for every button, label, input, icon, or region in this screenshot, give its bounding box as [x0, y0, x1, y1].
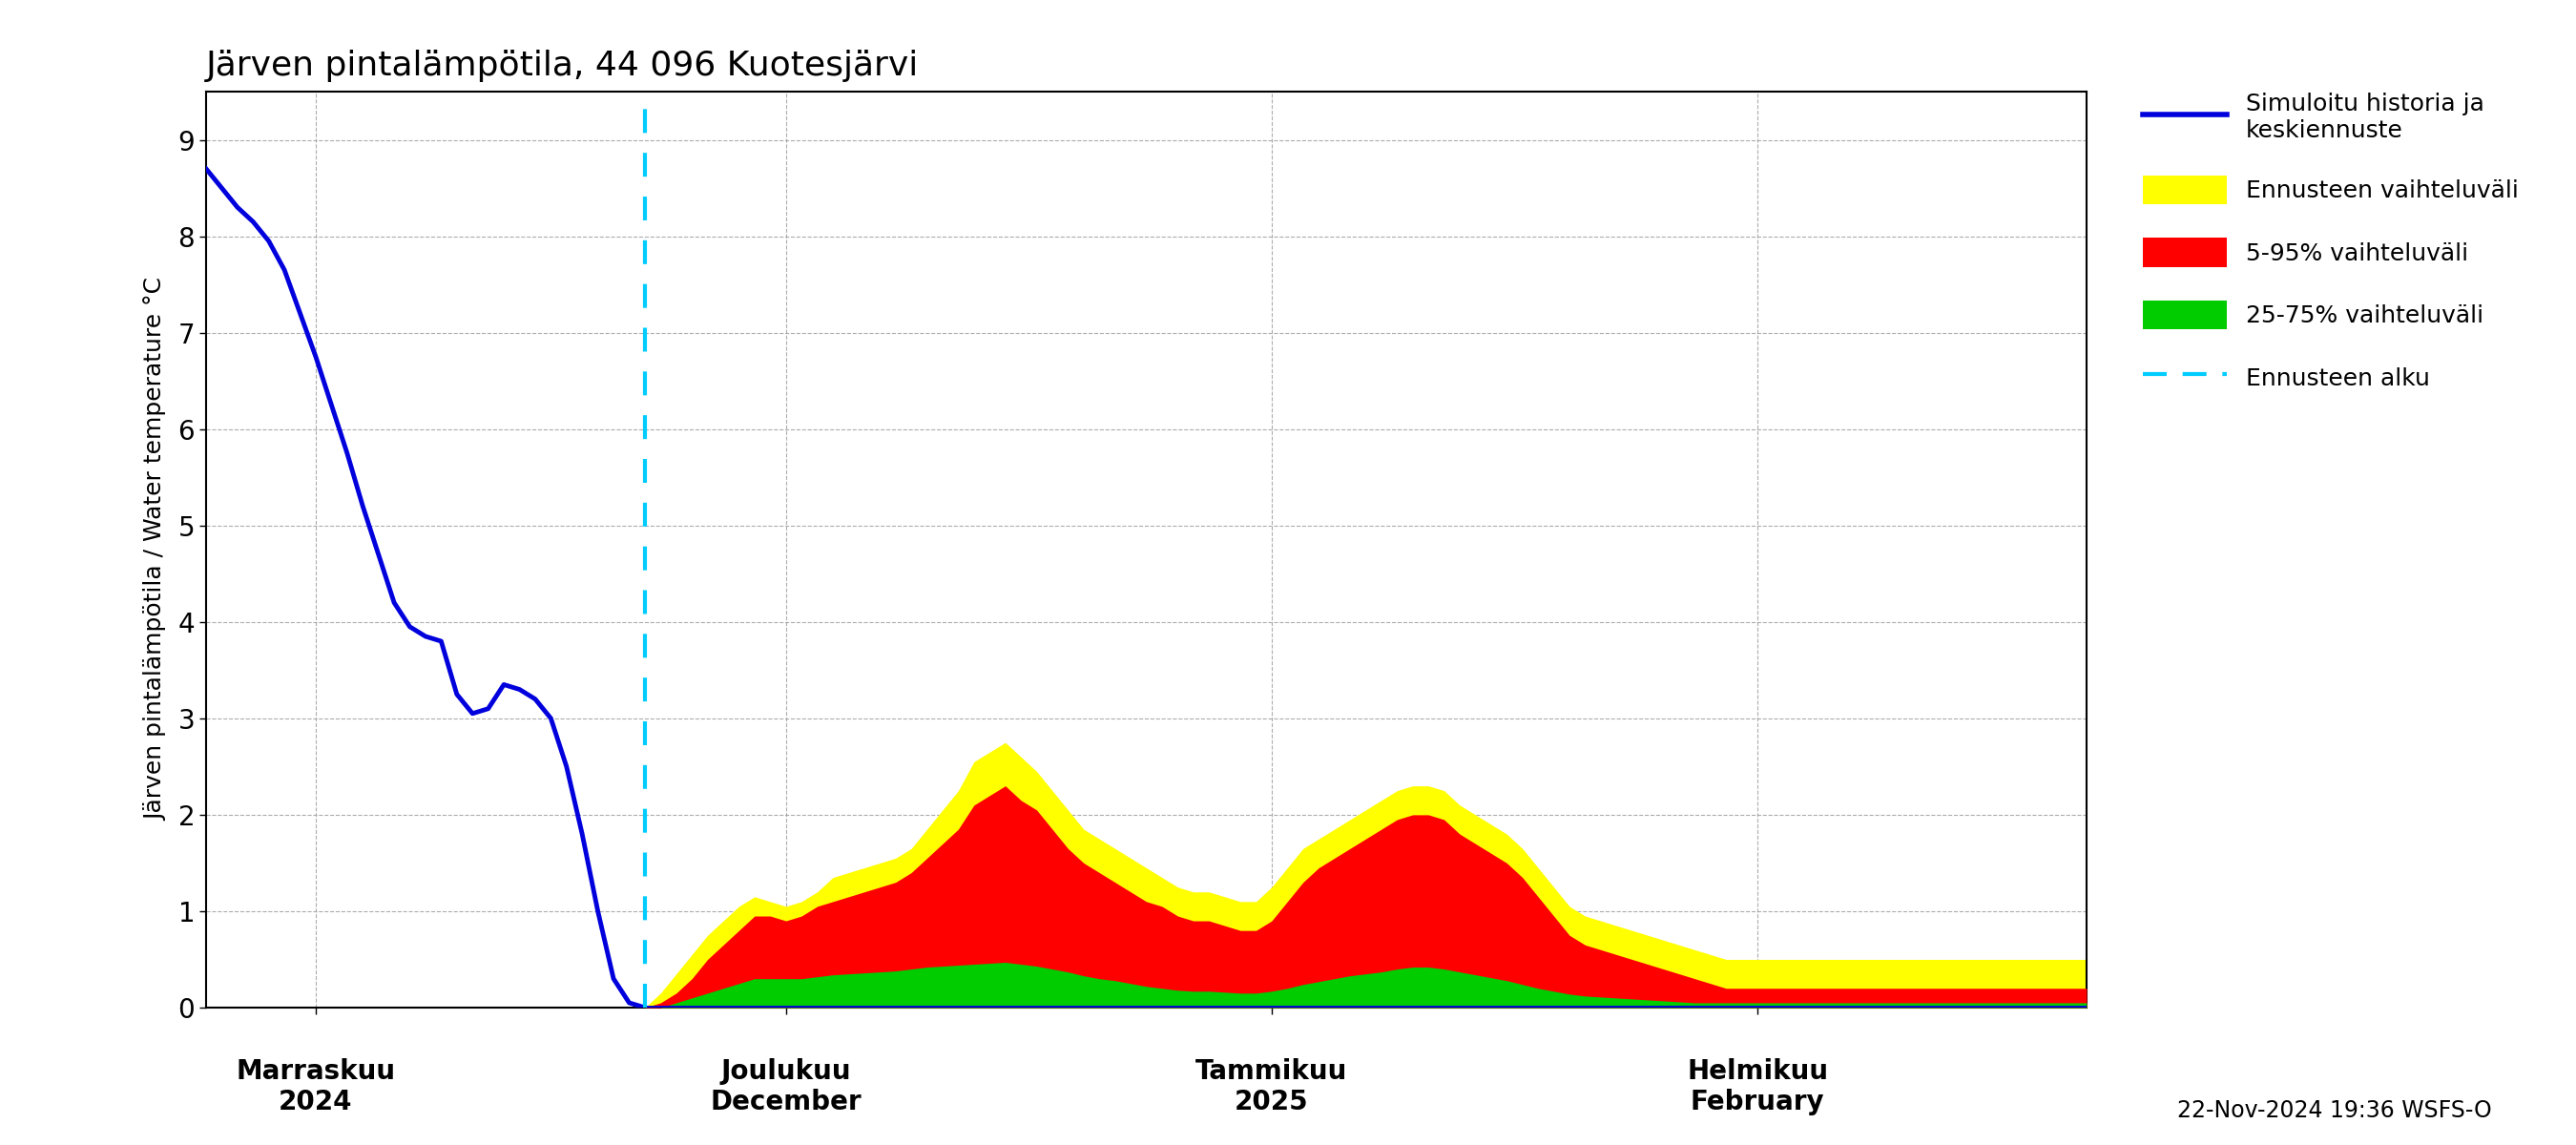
- Text: Helmikuu
February: Helmikuu February: [1687, 1058, 1829, 1115]
- Text: 22-Nov-2024 19:36 WSFS-O: 22-Nov-2024 19:36 WSFS-O: [2177, 1099, 2491, 1122]
- Text: Joulukuu
December: Joulukuu December: [711, 1058, 860, 1115]
- Text: Järven pintalämpötila, 44 096 Kuotesjärvi: Järven pintalämpötila, 44 096 Kuotesjärv…: [206, 50, 920, 82]
- Legend: Simuloitu historia ja
keskiennuste, Ennusteen vaihteluväli, 5-95% vaihteluväli, : Simuloitu historia ja keskiennuste, Ennu…: [2136, 85, 2524, 398]
- Y-axis label: Järven pintalämpötila / Water temperature °C: Järven pintalämpötila / Water temperatur…: [144, 278, 167, 821]
- Text: Tammikuu
2025: Tammikuu 2025: [1195, 1058, 1347, 1115]
- Text: Marraskuu
2024: Marraskuu 2024: [237, 1058, 397, 1115]
